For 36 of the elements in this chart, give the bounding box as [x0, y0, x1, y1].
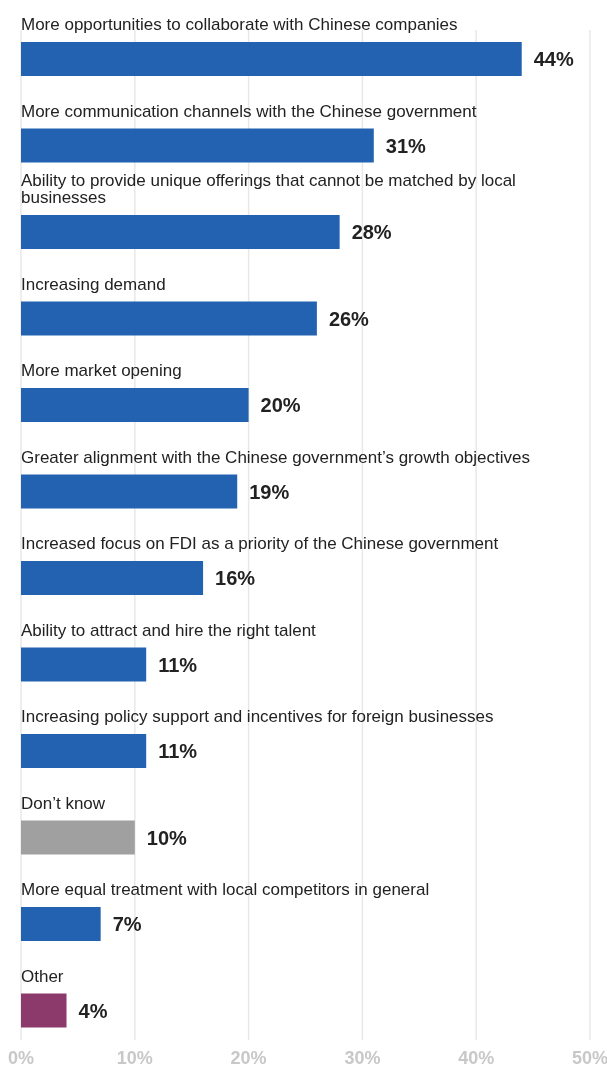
data-label: 10%	[146, 826, 188, 849]
y-tick-label: Greater alignment with the Chinese government’s growth objectives	[21, 447, 531, 467]
y-tick-label: More market opening	[21, 361, 182, 380]
y-tick-label: More communication channels with the Chinese government	[21, 101, 477, 121]
bar	[21, 734, 147, 768]
y-tick-label: More opportunities to collaborate with Chinese companies	[21, 15, 458, 34]
bar	[21, 907, 101, 941]
bar	[21, 301, 317, 336]
data-label: 19%	[249, 480, 290, 503]
bar	[21, 474, 238, 509]
bar	[21, 820, 135, 855]
y-tick-label: Increasing demand	[21, 274, 166, 294]
y-tick-label: Ability to attract and hire the right talent	[21, 620, 317, 640]
data-label: 26%	[328, 307, 370, 330]
data-label: 16%	[215, 567, 256, 589]
bar	[21, 993, 67, 1028]
y-tick-label: Other	[21, 966, 64, 986]
data-label: 44%	[533, 48, 574, 70]
data-label: 4%	[78, 999, 108, 1022]
data-label: 31%	[385, 134, 427, 157]
data-label: 20%	[260, 394, 301, 416]
data-label: 11%	[158, 653, 198, 676]
data-label: 28%	[351, 221, 392, 243]
bar	[21, 215, 340, 249]
y-tick-label: More equal treatment with local competitors in general	[21, 880, 430, 899]
bar	[21, 388, 249, 422]
bar	[21, 647, 147, 682]
y-tick-label: Increased focus on FDI as a priority of the Chinese government	[21, 534, 499, 553]
data-label: 11%	[158, 740, 198, 762]
y-tick-label: Increasing policy support and incentives for foreign businesses	[21, 707, 494, 726]
y-tick-label: Ability to provide unique offerings that cannot be matched by local businesses	[21, 171, 516, 207]
bar	[21, 561, 204, 595]
bar	[21, 42, 522, 76]
y-tick-label: Don’t know	[21, 793, 106, 813]
data-label: 7%	[112, 913, 142, 935]
bar	[21, 128, 374, 163]
